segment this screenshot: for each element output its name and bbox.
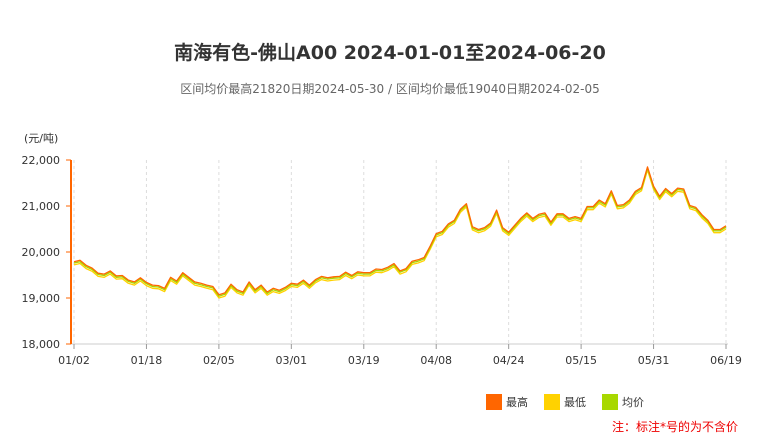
x-tick-label: 05/15 (565, 354, 597, 367)
y-tick-label: 19,000 (22, 292, 61, 305)
series-line-avg (73, 167, 727, 297)
x-tick-label: 05/31 (638, 354, 670, 367)
x-tick-label: 04/08 (420, 354, 452, 367)
legend-label: 最高 (506, 396, 528, 409)
x-tick-label: 02/05 (203, 354, 235, 367)
chart-title: 南海有色-佛山A00 2024-01-01至2024-06-20 (174, 42, 606, 64)
legend-item-high[interactable]: 最高 (486, 394, 528, 410)
y-tick-label: 22,000 (22, 154, 61, 167)
legend-item-avg[interactable]: 均价 (602, 394, 644, 410)
legend-label: 均价 (622, 396, 644, 409)
legend-swatch-low (544, 394, 560, 410)
x-tick-label: 01/02 (58, 354, 90, 367)
x-tick-label: 03/19 (348, 354, 380, 367)
legend-item-low[interactable]: 最低 (544, 394, 586, 410)
y-axis-label: (元/吨) (24, 132, 59, 145)
legend-swatch-high (486, 394, 502, 410)
chart-subtitle: 区间均价最高21820日期2024-05-30 / 区间均价最低19040日期2… (180, 82, 600, 96)
x-tick-label: 06/19 (710, 354, 742, 367)
x-tick-label: 01/18 (131, 354, 163, 367)
x-tick-label: 04/24 (493, 354, 525, 367)
x-tick-label: 03/01 (275, 354, 307, 367)
series-line-low (73, 169, 727, 299)
legend-swatch-avg (602, 394, 618, 410)
y-tick-label: 18,000 (22, 338, 61, 351)
y-tick-label: 21,000 (22, 200, 61, 213)
series-line-high (73, 166, 727, 296)
legend-label: 最低 (564, 396, 586, 409)
y-tick-label: 20,000 (22, 246, 61, 259)
footnote: 注：标注*号的为不含价 (611, 420, 738, 434)
